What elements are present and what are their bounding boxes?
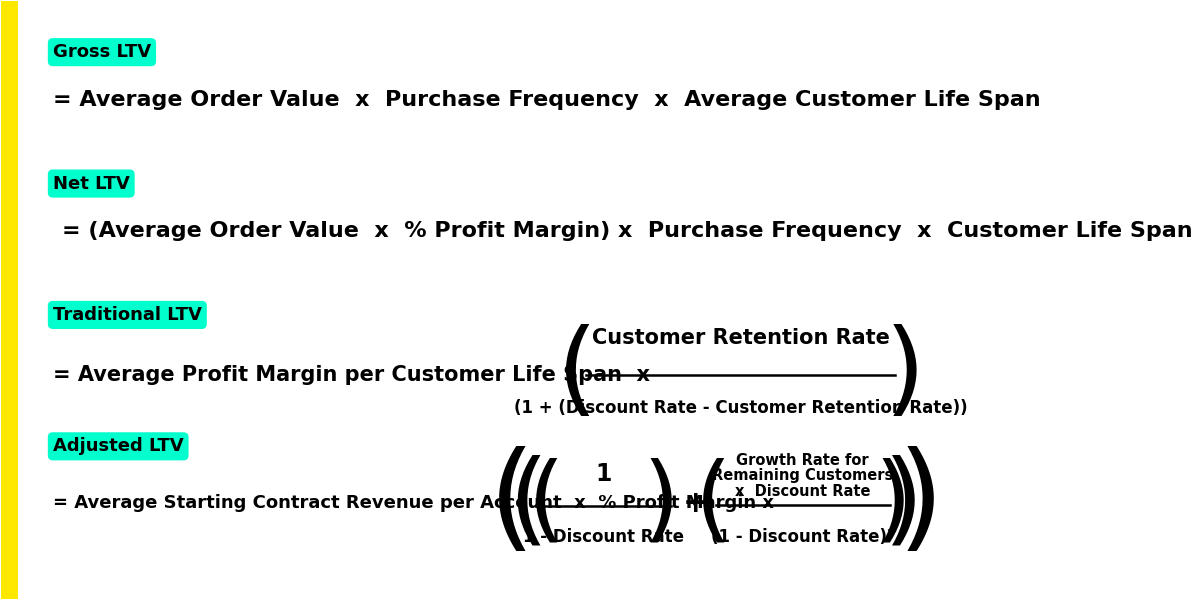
Text: ): ) (874, 457, 911, 549)
Text: Customer Retention Rate: Customer Retention Rate (592, 328, 890, 347)
Text: +: + (683, 488, 709, 518)
Text: Growth Rate for: Growth Rate for (737, 452, 869, 467)
Text: Traditional LTV: Traditional LTV (53, 306, 202, 324)
Text: Remaining Customers: Remaining Customers (712, 468, 893, 483)
Text: ): ) (642, 457, 679, 549)
Text: 1: 1 (595, 463, 612, 487)
Text: x  Discount Rate: x Discount Rate (734, 484, 870, 499)
Text: Adjusted LTV: Adjusted LTV (53, 437, 184, 455)
Text: (: ( (509, 454, 548, 552)
Text: Net LTV: Net LTV (53, 175, 130, 193)
FancyBboxPatch shape (1, 1, 18, 599)
Text: = Average Profit Margin per Customer Life Span  x: = Average Profit Margin per Customer Lif… (53, 365, 650, 385)
Text: = Average Order Value  x  Purchase Frequency  x  Average Customer Life Span: = Average Order Value x Purchase Frequen… (53, 90, 1040, 110)
Text: ): ) (898, 446, 943, 560)
Text: 1 - Discount Rate: 1 - Discount Rate (523, 527, 684, 545)
Text: (1 + (Discount Rate - Customer Retention Rate)): (1 + (Discount Rate - Customer Retention… (514, 398, 967, 416)
Text: (: ( (695, 457, 731, 549)
Text: (: ( (528, 457, 565, 549)
Text: ): ) (884, 324, 925, 425)
Text: (: ( (557, 324, 598, 425)
Text: (1 - Discount Rate)²: (1 - Discount Rate)² (712, 527, 894, 545)
Text: (: ( (488, 446, 534, 560)
Text: = (Average Order Value  x  % Profit Margin) x  Purchase Frequency  x  Customer L: = (Average Order Value x % Profit Margin… (62, 221, 1193, 241)
Text: ): ) (884, 454, 924, 552)
Text: = Average Starting Contract Revenue per Account  x  % Profit Margin x: = Average Starting Contract Revenue per … (53, 494, 774, 512)
Text: Gross LTV: Gross LTV (53, 43, 151, 61)
